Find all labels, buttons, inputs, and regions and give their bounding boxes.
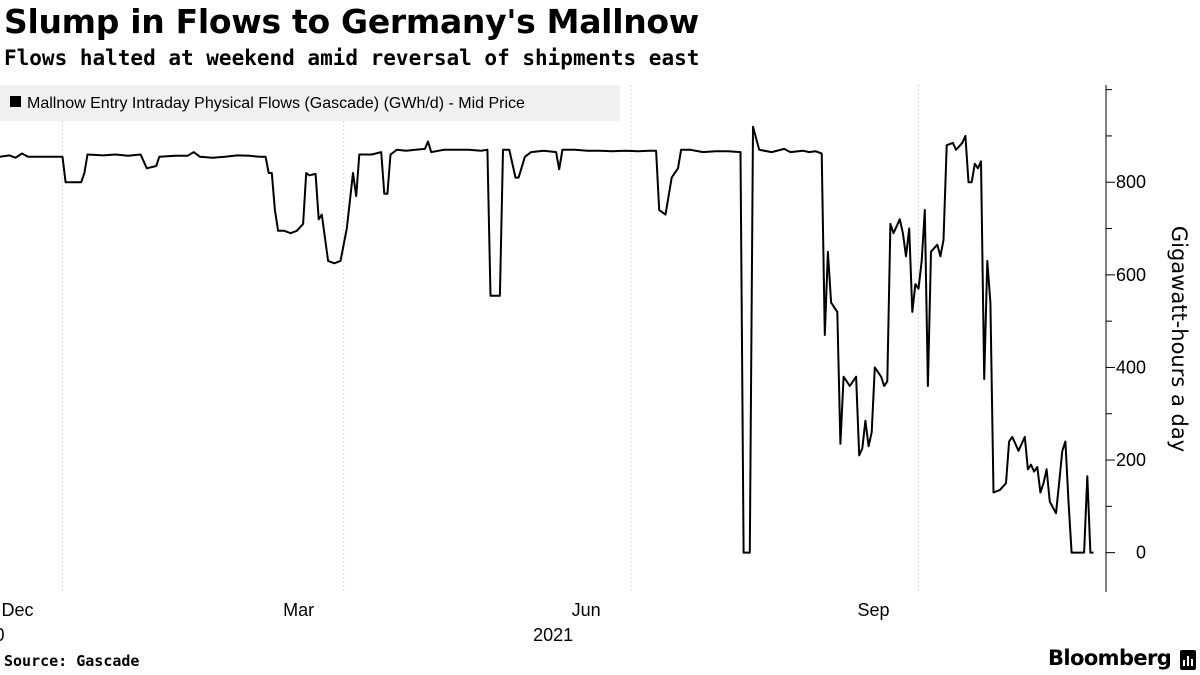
brand-logo-text: Bloomberg <box>1048 646 1172 670</box>
bloomberg-logo-icon <box>1180 650 1196 670</box>
chart-title: Slump in Flows to Germany's Mallnow <box>4 2 699 41</box>
y-tick-label: 600 <box>1116 265 1146 285</box>
x-axis: Dec 2020 Mar Jun 2021 Sep <box>0 600 890 645</box>
y-tick-label: 0 <box>1136 543 1146 563</box>
y-tick-label: 800 <box>1116 172 1146 192</box>
source-note: Source: Gascade <box>4 652 140 670</box>
x-tick-label: Mar <box>283 600 314 620</box>
x-tick-year-label: 2020 <box>0 625 5 645</box>
series-group <box>0 125 1094 554</box>
x-tick-label: Sep <box>858 600 890 620</box>
y-tick-label: 200 <box>1116 450 1146 470</box>
series-line-0 <box>0 125 1094 554</box>
chart-subtitle: Flows halted at weekend amid reversal of… <box>4 46 700 70</box>
vertical-gridlines <box>61 85 920 592</box>
x-tick-label: Jun <box>572 600 601 620</box>
x-tick-label: Dec <box>1 600 33 620</box>
legend-label: Mallnow Entry Intraday Physical Flows (G… <box>27 95 525 112</box>
x-tick-year-label: 2021 <box>533 625 573 645</box>
y-axis-title: Gigawatt-hours a day <box>1167 226 1191 452</box>
legend-swatch <box>10 96 21 107</box>
chart-legend: Mallnow Entry Intraday Physical Flows (G… <box>0 85 620 121</box>
y-axis: 0 200 400 600 800 <box>1105 85 1146 592</box>
y-tick-label: 400 <box>1116 357 1146 377</box>
legend-background <box>0 85 620 121</box>
